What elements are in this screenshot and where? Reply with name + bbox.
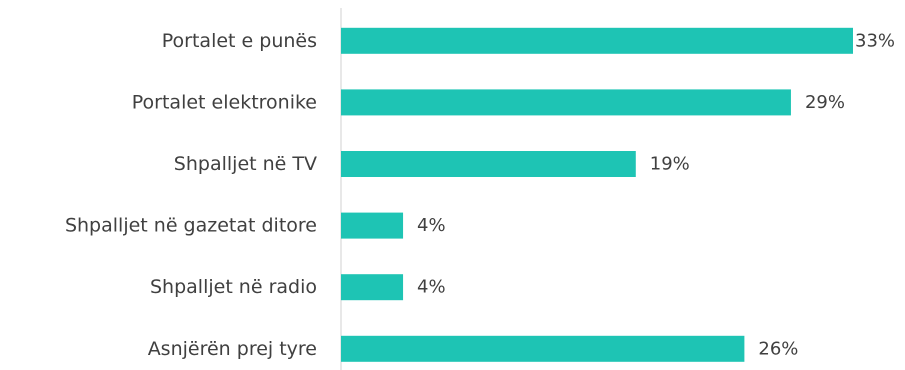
- bar-3: [341, 212, 404, 239]
- value-label-1: 29%: [805, 92, 845, 113]
- category-label-5: Asnjërën prej tyre: [148, 338, 317, 360]
- bars-group: [341, 27, 853, 362]
- value-label-0: 33%: [855, 30, 895, 51]
- value-label-3: 4%: [417, 215, 446, 236]
- value-label-4: 4%: [417, 277, 446, 298]
- category-label-0: Portalet e punës: [162, 30, 317, 52]
- category-label-3: Shpalljet në gazetat ditore: [65, 215, 317, 237]
- bar-4: [341, 274, 404, 301]
- category-label-2: Shpalljet në TV: [174, 153, 317, 175]
- category-label-4: Shpalljet në radio: [150, 276, 317, 298]
- category-label-1: Portalet elektronike: [132, 91, 317, 113]
- bar-5: [341, 335, 745, 362]
- value-label-2: 19%: [650, 154, 690, 175]
- bar-2: [341, 151, 636, 177]
- value-label-5: 26%: [758, 338, 798, 359]
- bar-0: [341, 27, 853, 54]
- category-labels-group: Portalet e punës Portalet elektronike Shpa…: [65, 30, 317, 360]
- bar-1: [341, 89, 791, 116]
- value-labels-group: 33% 29% 19% 4% 4% 26%: [417, 30, 895, 359]
